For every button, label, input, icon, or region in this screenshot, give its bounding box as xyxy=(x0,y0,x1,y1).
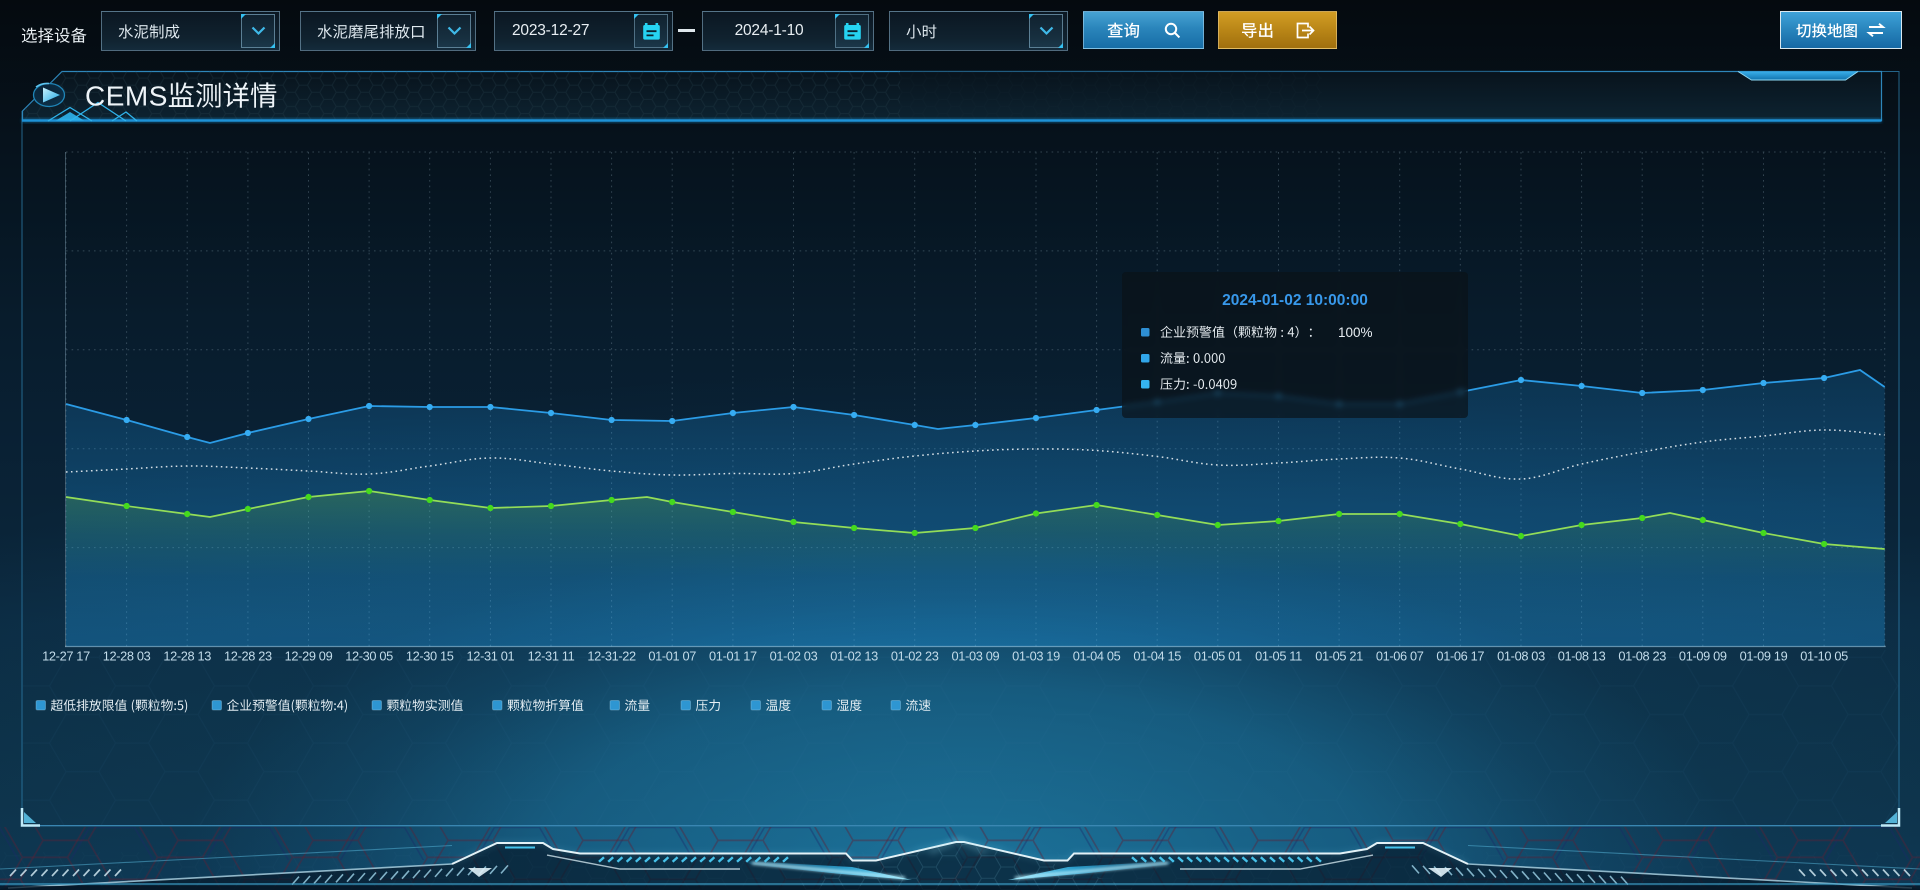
svg-text:100%: 100% xyxy=(1338,325,1373,340)
svg-text:2024-01-02 10:00:00: 2024-01-02 10:00:00 xyxy=(1222,292,1368,309)
svg-text:CEMS: CEMS xyxy=(85,81,168,112)
